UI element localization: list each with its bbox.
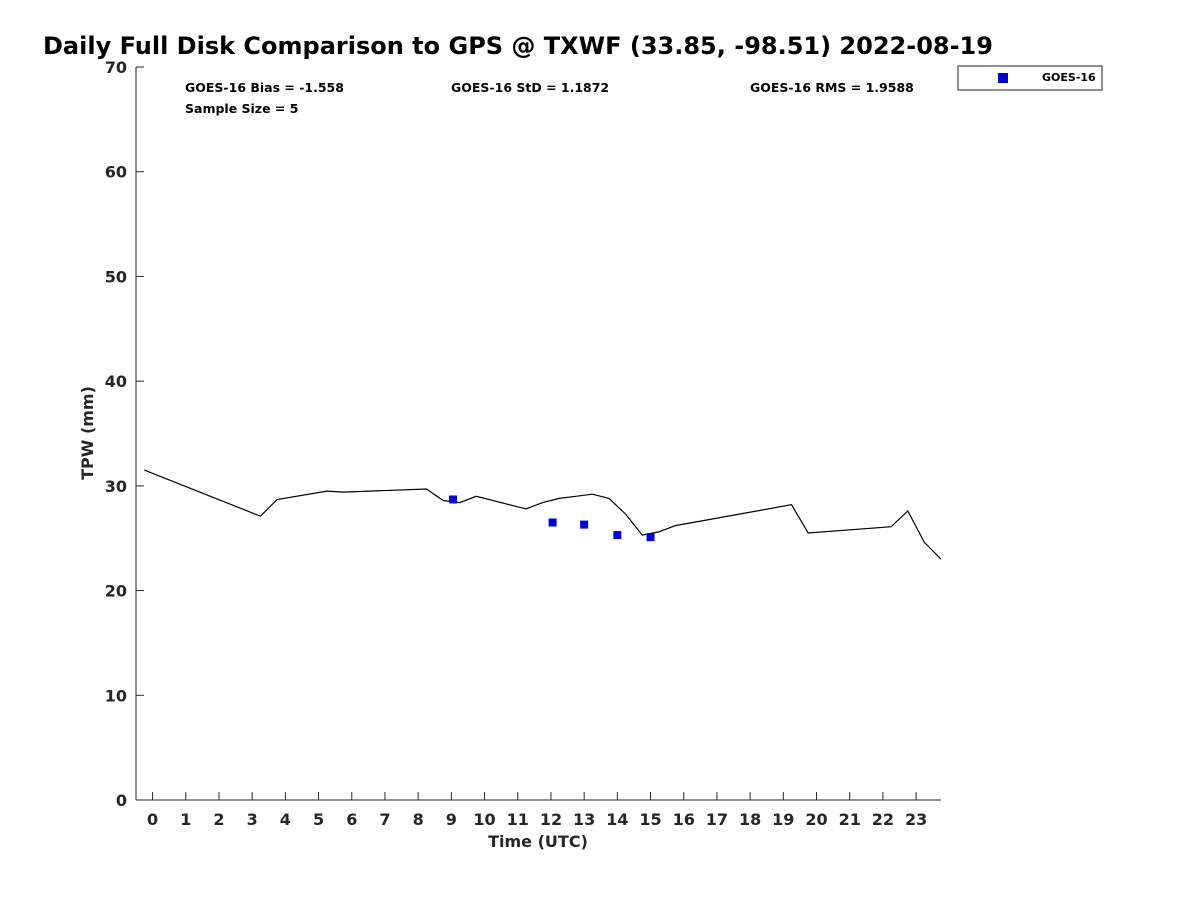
- x-axis-label: Time (UTC): [488, 832, 588, 851]
- x-tick-label: 2: [213, 810, 224, 829]
- x-tick-label: 11: [507, 810, 529, 829]
- y-tick-label: 60: [105, 163, 127, 182]
- legend-marker-goes16: [998, 73, 1008, 83]
- x-tick-label: 17: [706, 810, 728, 829]
- plot-axes: [135, 67, 941, 801]
- x-tick-label: 16: [673, 810, 695, 829]
- x-tick-label: 15: [639, 810, 661, 829]
- y-tick-label: 0: [116, 791, 127, 810]
- legend-label-goes16: GOES-16: [1042, 71, 1096, 84]
- goes16-data-point: [646, 533, 655, 542]
- legend-box: [957, 65, 1103, 91]
- gps-tpw-line: [144, 469, 942, 560]
- y-tick-label: 70: [105, 58, 127, 77]
- x-tick-label: 22: [872, 810, 894, 829]
- x-tick-label: 3: [247, 810, 258, 829]
- sample-size-stat: Sample Size = 5: [185, 101, 298, 116]
- x-tick-label: 14: [606, 810, 628, 829]
- std-stat: GOES-16 StD = 1.1872: [451, 80, 609, 95]
- x-tick-label: 0: [147, 810, 158, 829]
- x-tick-label: 5: [313, 810, 324, 829]
- x-tick-label: 9: [446, 810, 457, 829]
- rms-stat: GOES-16 RMS = 1.9588: [750, 80, 914, 95]
- x-tick-label: 7: [379, 810, 390, 829]
- x-tick-label: 23: [905, 810, 927, 829]
- legend: GOES-16: [957, 65, 1103, 91]
- x-ticks: 0 1 2 3 4 5 6 7 8 9 10 11 12 13 14 15 16 17 18 19 20 21 22 23: [147, 792, 927, 829]
- chart-title: Daily Full Disk Comparison to GPS @ TXWF…: [43, 32, 993, 60]
- x-tick-label: 4: [280, 810, 291, 829]
- bias-stat: GOES-16 Bias = -1.558: [185, 80, 344, 95]
- y-tick-label: 30: [105, 477, 127, 496]
- goes16-data-point: [449, 495, 458, 504]
- x-tick-label: 13: [573, 810, 595, 829]
- y-tick-label: 20: [105, 582, 127, 601]
- x-tick-label: 21: [839, 810, 861, 829]
- y-tick-label: 40: [105, 372, 127, 391]
- y-tick-label: 10: [105, 686, 127, 705]
- series-layer: [144, 469, 942, 560]
- x-tick-label: 1: [180, 810, 191, 829]
- x-tick-label: 18: [739, 810, 761, 829]
- x-tick-label: 20: [805, 810, 827, 829]
- y-ticks: 0 10 20 30 40 50 60 70: [105, 58, 144, 810]
- x-tick-label: 12: [540, 810, 562, 829]
- x-tick-label: 8: [413, 810, 424, 829]
- goes16-data-point: [613, 531, 622, 540]
- y-tick-label: 50: [105, 267, 127, 286]
- goes16-data-point: [548, 518, 557, 527]
- goes16-data-point: [580, 520, 589, 529]
- y-axis-label: TPW (mm): [78, 386, 97, 480]
- x-tick-label: 19: [772, 810, 794, 829]
- x-tick-label: 6: [346, 810, 357, 829]
- x-tick-label: 10: [473, 810, 495, 829]
